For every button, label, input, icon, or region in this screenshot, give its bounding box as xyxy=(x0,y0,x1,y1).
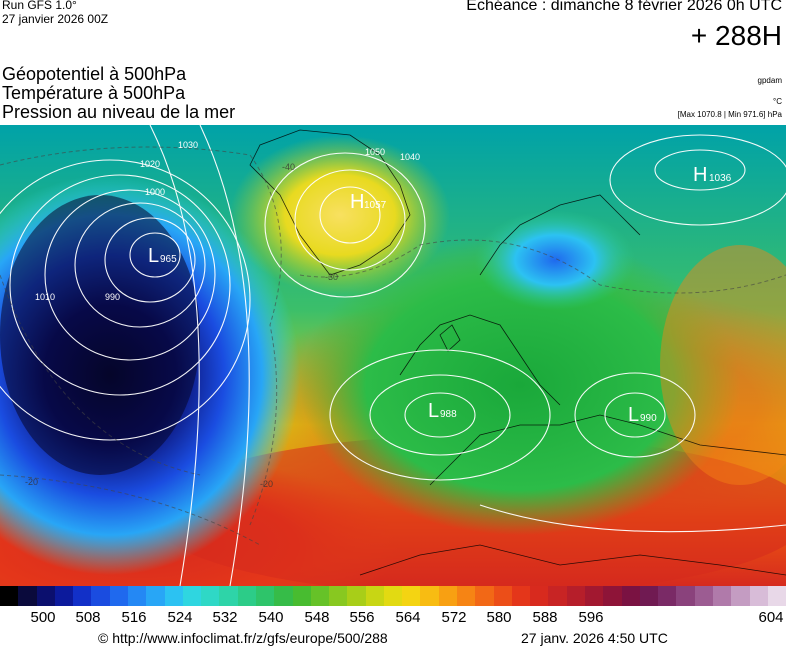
center-l-988-letter: L xyxy=(428,400,439,422)
colorbar-swatch xyxy=(237,586,256,606)
colorbar-swatch xyxy=(146,586,165,606)
generated-timestamp: 27 janv. 2026 4:50 UTC xyxy=(521,630,668,646)
colorbar-tick-label: 564 xyxy=(395,609,421,626)
colorbar-tick-label: 516 xyxy=(121,609,147,626)
forecast-valid-time: Echéance : dimanche 8 février 2026 0h UT… xyxy=(466,0,782,14)
colorbar-swatch xyxy=(749,586,768,606)
colorbar-ticks: 500 508 516 524 532 540 548 556 564 572 580 588 596 6… xyxy=(0,609,786,627)
colorbar-swatch xyxy=(383,586,403,606)
colorbar-swatch xyxy=(219,586,238,606)
isobar-label: 1030 xyxy=(178,140,198,150)
temperature-label: -20 xyxy=(25,477,38,487)
colorbar-swatch xyxy=(182,586,202,606)
weather-map-svg: L 965 H 1057 L 988 L 990 H 1036 1000 101… xyxy=(0,125,786,586)
colorbar-swatch xyxy=(36,586,55,606)
colorbar-tick-label: 524 xyxy=(167,609,193,626)
title-geopotential: Géopotentiel à 500hPa xyxy=(2,64,187,84)
center-h-1036-letter: H xyxy=(693,164,707,186)
colorbar-swatch xyxy=(91,586,110,606)
colorbar-swatch xyxy=(127,586,147,606)
colorbar-swatch xyxy=(457,586,476,606)
colorbar-tick-label: 500 xyxy=(30,609,56,626)
colorbar-swatch xyxy=(712,586,732,606)
colorbar-tick-label: 540 xyxy=(258,609,284,626)
colorbar-swatch xyxy=(0,586,19,606)
title-pressure: Pression au niveau de la mer xyxy=(2,102,236,122)
weather-map: L 965 H 1057 L 988 L 990 H 1036 1000 101… xyxy=(0,125,786,586)
source-url: © http://www.infoclimat.fr/z/gfs/europe/… xyxy=(98,630,388,646)
colorbar-swatch xyxy=(585,586,604,606)
colorbar-swatch xyxy=(201,586,220,606)
colorbar-swatch xyxy=(274,586,293,606)
colorbar-swatch xyxy=(548,586,567,606)
colorbar-swatch xyxy=(54,586,74,606)
center-h-1057-value: 1057 xyxy=(364,200,387,211)
temperature-label: -30 xyxy=(325,272,338,282)
unit-gpdam: gpdam xyxy=(757,76,782,85)
colorbar-swatch xyxy=(438,586,458,606)
colorbar-swatch xyxy=(18,586,37,606)
colorbar xyxy=(0,586,786,606)
colorbar-swatch xyxy=(475,586,494,606)
title-temperature: Température à 500hPa xyxy=(2,83,186,103)
colorbar-tick-label: 580 xyxy=(486,609,512,626)
pressure-range: [Max 1070.8 | Min 971.6] hPa xyxy=(677,110,782,119)
isobar-label: 1000 xyxy=(145,187,165,197)
colorbar-swatch xyxy=(292,586,311,606)
colorbar-tick-label: 548 xyxy=(304,609,330,626)
colorbar-swatch xyxy=(639,586,659,606)
colorbar-swatch xyxy=(493,586,512,606)
colorbar-swatch xyxy=(676,586,695,606)
forecast-hour: + 288H xyxy=(690,20,782,51)
center-l-990-letter: L xyxy=(628,404,639,426)
colorbar-swatch xyxy=(658,586,677,606)
colorbar-tick-label: 556 xyxy=(349,609,375,626)
run-date: 27 janvier 2026 00Z xyxy=(2,12,109,26)
center-h-1036-value: 1036 xyxy=(709,173,732,184)
colorbar-swatch xyxy=(767,586,786,606)
temperature-label: -20 xyxy=(260,479,273,489)
colorbar-swatch xyxy=(109,586,128,606)
colorbar-swatch xyxy=(511,586,531,606)
colorbar-tick-label: 508 xyxy=(75,609,101,626)
temperature-label: -40 xyxy=(282,162,295,172)
colorbar-swatch xyxy=(365,586,384,606)
colorbar-tick-label: 572 xyxy=(441,609,467,626)
isobar-label: 990 xyxy=(105,292,120,302)
colorbar-swatch xyxy=(164,586,183,606)
colorbar-swatch xyxy=(603,586,622,606)
center-l-990-value: 990 xyxy=(640,413,657,424)
colorbar-tick-label: 604 xyxy=(758,609,784,626)
center-h-1057-letter: H xyxy=(350,191,364,213)
colorbar-swatch xyxy=(566,586,585,606)
colorbar-swatch xyxy=(694,586,713,606)
center-l-965-letter: L xyxy=(148,245,159,267)
colorbar-swatch xyxy=(73,586,92,606)
unit-celsius: °C xyxy=(773,97,782,106)
colorbar-swatch xyxy=(731,586,750,606)
colorbar-swatch xyxy=(530,586,549,606)
colorbar-swatch xyxy=(347,586,366,606)
colorbar-tick-label: 532 xyxy=(212,609,238,626)
center-l-965-value: 965 xyxy=(160,254,177,265)
colorbar-swatch xyxy=(402,586,421,606)
colorbar-swatch xyxy=(420,586,439,606)
colorbar-tick-label: 588 xyxy=(532,609,558,626)
isobar-label: 1020 xyxy=(140,159,160,169)
isobar-label: 1010 xyxy=(35,292,55,302)
isobar-label: 1050 xyxy=(365,147,385,157)
colorbar-swatch xyxy=(310,586,330,606)
colorbar-tick-label: 596 xyxy=(578,609,604,626)
colorbar-swatch xyxy=(621,586,640,606)
center-l-988-value: 988 xyxy=(440,409,457,420)
colorbar-swatch xyxy=(329,586,348,606)
colorbar-swatch xyxy=(255,586,275,606)
isobar-label: 1040 xyxy=(400,152,420,162)
run-label: Run GFS 1.0° xyxy=(2,0,77,12)
